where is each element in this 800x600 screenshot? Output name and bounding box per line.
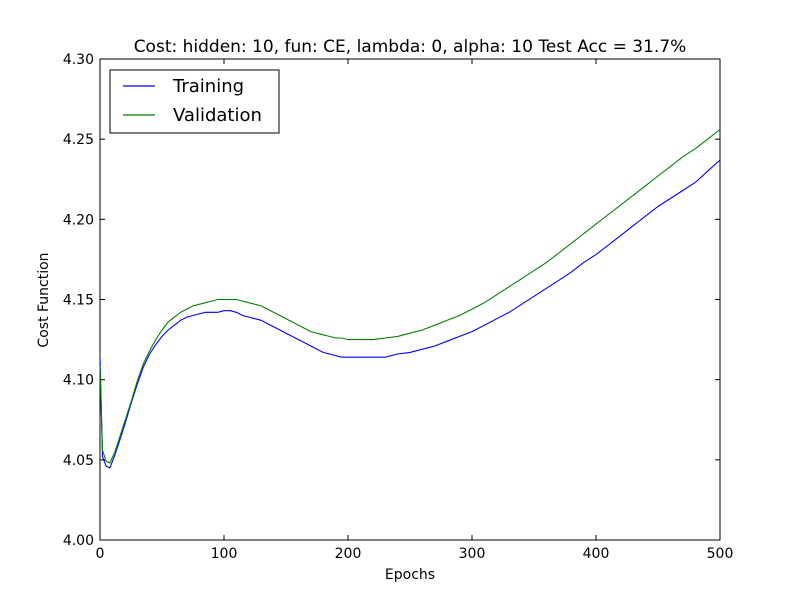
y-tick-label: 4.20 bbox=[63, 212, 94, 228]
x-tick-label: 500 bbox=[707, 546, 734, 562]
legend-label-training: Training bbox=[172, 76, 244, 97]
plot-area-frame bbox=[99, 58, 721, 541]
series-layer bbox=[99, 129, 721, 469]
x-tick-label: 200 bbox=[335, 546, 362, 562]
y-axis-label: Cost Function bbox=[36, 252, 52, 347]
chart-title: Cost: hidden: 10, fun: CE, lambda: 0, al… bbox=[134, 37, 687, 57]
y-tick-label: 4.15 bbox=[63, 293, 94, 309]
series-line-training bbox=[99, 159, 721, 469]
legend-label-validation: Validation bbox=[173, 105, 262, 126]
legend: Training Validation bbox=[109, 69, 280, 134]
x-tick-label: 400 bbox=[583, 546, 610, 562]
x-axis-label: Epochs bbox=[385, 567, 435, 583]
x-tick-label: 100 bbox=[211, 546, 238, 562]
y-tick-label: 4.30 bbox=[63, 52, 94, 68]
series-line-validation bbox=[99, 129, 721, 464]
x-tick-label: 300 bbox=[459, 546, 486, 562]
y-tick-label: 4.05 bbox=[63, 453, 94, 469]
legend-frame bbox=[109, 69, 280, 134]
y-tick-label: 4.25 bbox=[63, 132, 94, 148]
x-tick-label: 0 bbox=[96, 546, 105, 562]
y-tick-label: 4.10 bbox=[63, 373, 94, 389]
y-tick-label: 4.00 bbox=[63, 533, 94, 549]
y-axis-ticks: 4.00 4.05 4.10 4.15 4.20 4.25 4.30 bbox=[63, 52, 720, 549]
x-axis-ticks: 0 100 200 300 400 500 bbox=[96, 59, 734, 562]
